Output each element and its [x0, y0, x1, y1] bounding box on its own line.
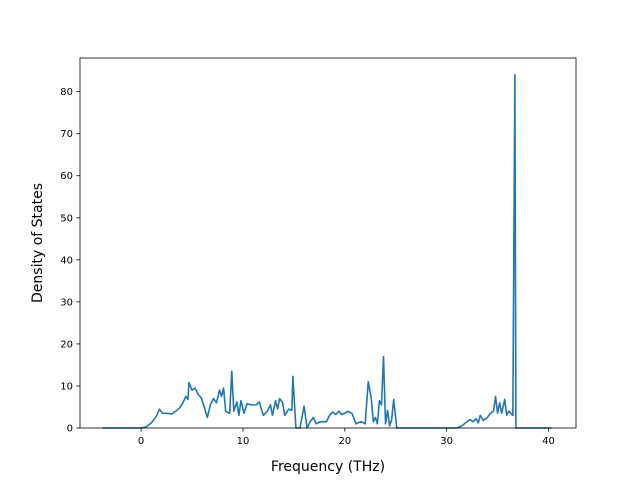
plot-area — [102, 74, 552, 429]
y-axis-label: Density of States — [30, 183, 46, 303]
y-tick-label: 20 — [60, 339, 73, 350]
axes-frame — [79, 57, 577, 429]
x-tick-label: 30 — [440, 436, 453, 447]
x-tick-label: 10 — [237, 436, 250, 447]
y-tick-label: 0 — [67, 424, 73, 435]
y-tick-label: 60 — [60, 171, 73, 182]
x-tick-label: 20 — [338, 436, 351, 447]
y-tick-label: 70 — [60, 129, 73, 140]
y-tick-label: 30 — [60, 297, 73, 308]
tick-marks: 0 10 20 30 40 0 10 20 30 40 50 60 70 80 — [60, 87, 555, 447]
x-axis-label: Frequency (THz) — [271, 459, 385, 475]
series-line-0 — [102, 74, 552, 429]
y-tick-label: 50 — [60, 213, 73, 224]
y-tick-label: 40 — [60, 255, 73, 266]
y-tick-label: 80 — [60, 87, 73, 98]
x-tick-label: 0 — [138, 436, 144, 447]
y-tick-label: 10 — [60, 381, 73, 392]
x-tick-label: 40 — [542, 436, 555, 447]
